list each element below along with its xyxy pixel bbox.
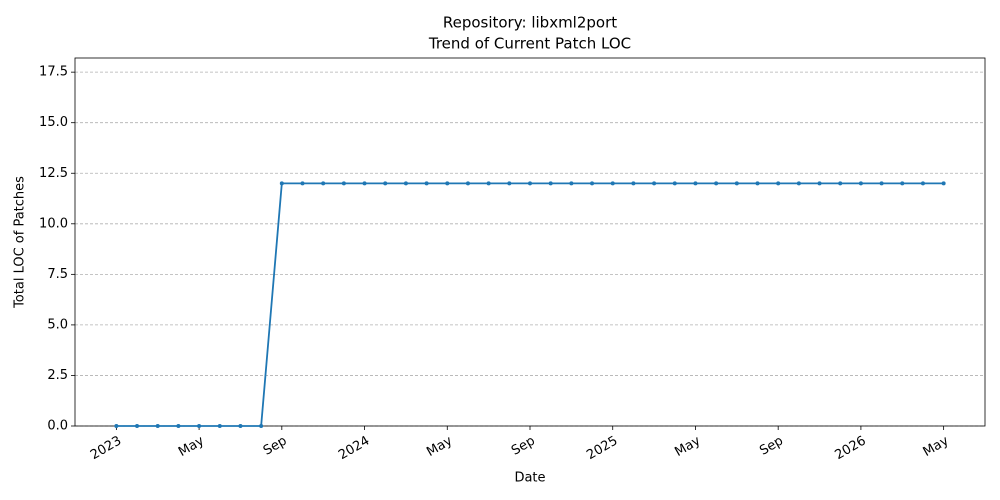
point — [300, 181, 305, 186]
point — [858, 181, 863, 186]
y-tick-label: 17.5 — [39, 65, 68, 80]
chart-subtitle: Trend of Current Patch LOC — [428, 35, 631, 53]
point — [507, 181, 512, 186]
point — [197, 424, 202, 428]
x-tick-label: May — [176, 433, 207, 460]
point — [383, 181, 388, 186]
y-tick-label: 7.5 — [47, 267, 68, 282]
point — [693, 181, 698, 186]
y-tick-label: 10.0 — [39, 216, 68, 231]
point — [259, 424, 264, 428]
point — [734, 181, 739, 186]
x-tick-label: Sep — [261, 434, 290, 459]
point — [403, 181, 408, 186]
chart-title: Repository: libxml2port — [443, 14, 617, 32]
point — [465, 181, 470, 186]
point — [610, 181, 615, 186]
point — [321, 181, 326, 186]
x-tick-label: 2026 — [832, 434, 868, 464]
x-tick-label: May — [424, 433, 455, 460]
point — [631, 181, 636, 186]
point — [652, 181, 657, 186]
point — [796, 181, 801, 186]
plot-frame — [74, 57, 986, 427]
x-tick-label: Sep — [509, 434, 538, 459]
point — [672, 181, 677, 186]
x-tick-label: 2024 — [336, 434, 372, 464]
point — [590, 181, 595, 186]
point — [920, 181, 925, 186]
point — [817, 181, 822, 186]
point — [879, 181, 884, 186]
point — [528, 181, 532, 186]
point — [238, 424, 243, 428]
y-axis-label: Total LOC of Patches — [13, 176, 28, 309]
x-tick-label: 2025 — [584, 434, 620, 464]
y-tick-label: 0.0 — [47, 419, 68, 434]
point — [714, 181, 719, 186]
point — [155, 424, 160, 428]
point — [362, 181, 367, 186]
y-tick-label: 15.0 — [39, 115, 68, 130]
point — [135, 424, 140, 428]
y-tick-label: 12.5 — [39, 166, 68, 181]
x-axis-label: Date — [514, 471, 545, 486]
x-tick-label: Sep — [757, 434, 786, 459]
point — [445, 181, 450, 186]
point — [279, 181, 284, 186]
point — [176, 424, 181, 428]
line — [116, 182, 944, 427]
point — [217, 424, 222, 428]
y-tick-label: 2.5 — [47, 368, 68, 383]
x-tick-label: May — [672, 433, 703, 460]
y-tick-label: 5.0 — [47, 317, 68, 332]
x-tick-label: 2023 — [88, 434, 124, 464]
point — [776, 181, 781, 186]
point — [424, 181, 429, 186]
point — [838, 181, 843, 186]
point — [341, 181, 346, 186]
point — [900, 181, 905, 186]
point — [548, 181, 553, 186]
point — [755, 181, 760, 186]
x-tick-label: May — [921, 433, 952, 460]
point — [941, 181, 946, 186]
point — [114, 424, 119, 428]
point — [486, 181, 491, 186]
point — [569, 181, 574, 186]
